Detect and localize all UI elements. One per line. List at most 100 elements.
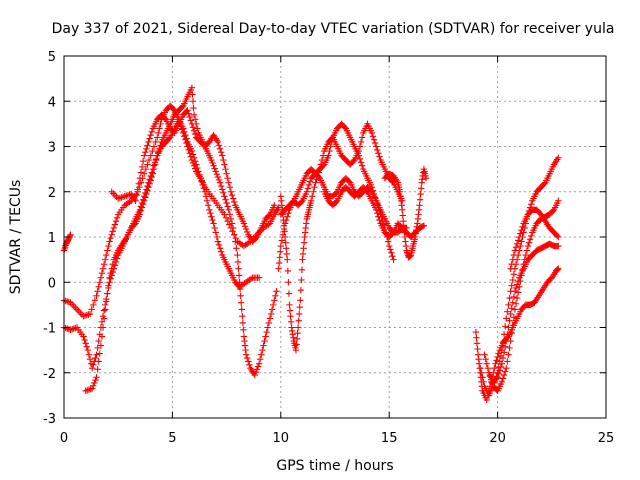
x-tick-label: 25 bbox=[598, 431, 615, 446]
data-point bbox=[512, 243, 520, 251]
data-point bbox=[223, 199, 230, 207]
data-point bbox=[150, 165, 158, 173]
y-tick-label: 4 bbox=[48, 95, 56, 110]
data-point bbox=[264, 324, 271, 331]
data-point bbox=[101, 256, 109, 263]
data-point bbox=[507, 265, 514, 272]
data-point bbox=[206, 206, 213, 214]
data-point bbox=[285, 290, 293, 297]
data-point bbox=[303, 188, 311, 195]
data-point bbox=[104, 290, 111, 297]
data-point bbox=[501, 368, 509, 375]
data-point bbox=[495, 370, 502, 378]
data-point bbox=[372, 143, 380, 150]
data-point bbox=[139, 158, 147, 165]
data-point bbox=[155, 129, 162, 137]
data-point bbox=[109, 228, 116, 235]
data-point bbox=[82, 340, 89, 347]
data-point bbox=[155, 148, 162, 156]
data-point bbox=[505, 351, 512, 358]
data-point bbox=[503, 365, 510, 372]
data-point bbox=[263, 328, 270, 336]
data-point bbox=[150, 143, 158, 150]
data-point bbox=[219, 152, 226, 159]
data-point bbox=[315, 173, 322, 181]
data-point bbox=[499, 354, 507, 362]
data-point bbox=[389, 253, 396, 260]
data-point bbox=[480, 378, 487, 385]
series-arc-a bbox=[60, 231, 74, 254]
data-point bbox=[294, 329, 301, 337]
data-point bbox=[514, 289, 522, 296]
x-tick-label: 0 bbox=[60, 431, 68, 446]
data-point bbox=[388, 249, 395, 257]
data-point bbox=[95, 283, 102, 290]
data-point bbox=[193, 161, 200, 168]
data-point bbox=[107, 270, 114, 277]
data-point bbox=[555, 197, 562, 204]
data-point bbox=[188, 147, 196, 155]
data-point bbox=[277, 248, 284, 255]
data-point bbox=[526, 236, 534, 243]
data-point bbox=[189, 98, 197, 105]
data-point bbox=[488, 379, 496, 387]
data-point bbox=[510, 271, 518, 278]
data-point bbox=[514, 237, 522, 244]
data-point bbox=[100, 307, 108, 314]
data-point bbox=[299, 256, 306, 263]
data-point bbox=[416, 196, 424, 203]
data-point bbox=[108, 231, 115, 238]
data-point bbox=[507, 310, 514, 318]
data-point bbox=[283, 245, 290, 252]
data-point bbox=[97, 342, 105, 349]
data-point bbox=[509, 322, 516, 329]
data-point bbox=[372, 206, 380, 214]
data-point bbox=[518, 238, 525, 245]
series-arc-j bbox=[381, 165, 430, 261]
data-point bbox=[145, 156, 153, 164]
data-point bbox=[306, 178, 314, 185]
data-point bbox=[188, 84, 196, 91]
data-point bbox=[85, 386, 93, 393]
data-point bbox=[217, 248, 225, 255]
data-point bbox=[220, 189, 227, 197]
data-point bbox=[198, 178, 205, 185]
data-point bbox=[234, 251, 241, 259]
data-point bbox=[184, 107, 191, 114]
data-point bbox=[144, 142, 151, 149]
data-point bbox=[245, 358, 252, 365]
data-point bbox=[284, 213, 291, 220]
data-point bbox=[108, 265, 115, 272]
data-point bbox=[98, 318, 106, 326]
data-point bbox=[510, 293, 518, 301]
data-point bbox=[90, 301, 97, 309]
data-point bbox=[319, 162, 327, 169]
data-point bbox=[148, 173, 156, 181]
data-point bbox=[145, 138, 152, 146]
data-point bbox=[473, 334, 480, 341]
data-point bbox=[145, 184, 152, 191]
data-point bbox=[255, 274, 263, 281]
data-point bbox=[230, 198, 238, 206]
data-point bbox=[143, 145, 150, 152]
data-point bbox=[236, 285, 244, 293]
data-point bbox=[549, 207, 557, 215]
y-tick-label: 1 bbox=[48, 231, 56, 246]
data-point bbox=[259, 346, 266, 354]
data-point bbox=[493, 357, 500, 364]
data-point bbox=[149, 170, 157, 177]
data-point bbox=[554, 232, 561, 240]
data-point bbox=[226, 211, 234, 218]
data-point bbox=[494, 353, 501, 361]
data-point bbox=[387, 246, 394, 253]
data-point bbox=[103, 298, 110, 305]
data-point bbox=[296, 303, 303, 311]
data-point bbox=[235, 272, 243, 279]
data-point bbox=[479, 374, 486, 381]
data-point bbox=[232, 238, 239, 245]
y-tick-label: 2 bbox=[48, 186, 56, 201]
data-point bbox=[97, 274, 105, 281]
data-point bbox=[93, 374, 100, 381]
data-point bbox=[296, 310, 303, 318]
data-point bbox=[213, 233, 221, 241]
